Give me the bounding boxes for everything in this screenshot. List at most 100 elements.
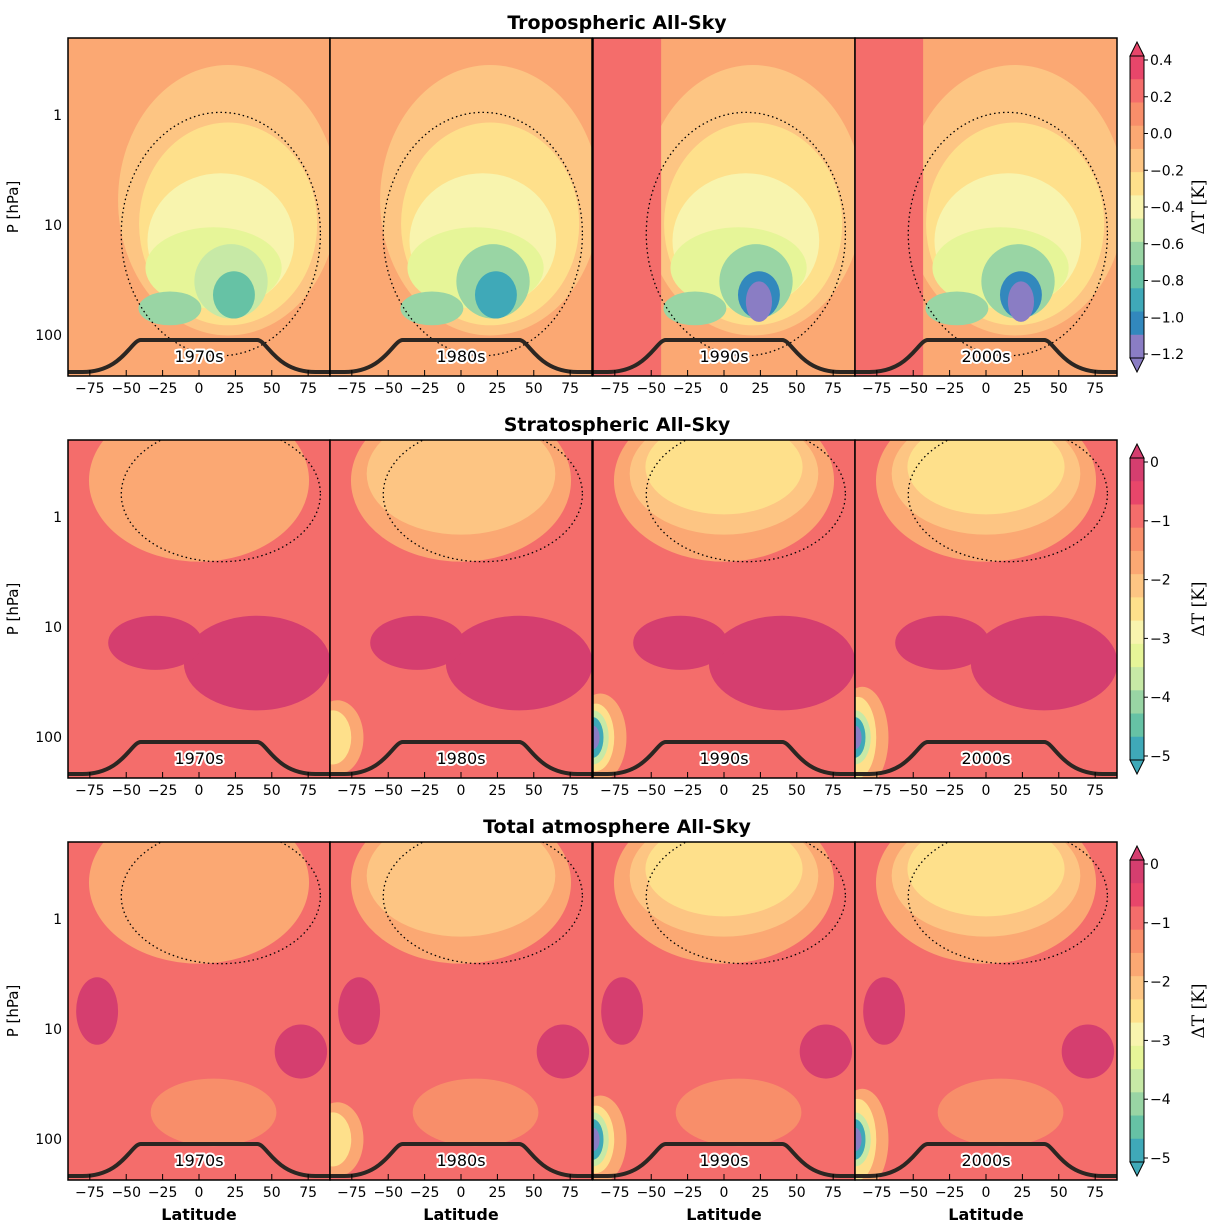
colorbar-segment	[1130, 952, 1144, 977]
colorbar-tick-label: −1.2	[1150, 347, 1184, 363]
field-level	[855, 1127, 862, 1152]
colorbar-tick-label: −3	[1150, 631, 1171, 647]
x-tick-label: −50	[373, 783, 403, 799]
panels: 1970s −75 −50 −25 0 25 50 75 1980s −75 −50 −25 0 25 50…	[67, 841, 1118, 1201]
x-tick-label: −75	[337, 381, 367, 397]
decade-label: 1990s	[699, 749, 748, 768]
field-level	[593, 1127, 600, 1152]
decade-label: 1980s	[436, 347, 485, 366]
colorbar-segment	[1130, 690, 1144, 715]
x-tick-label: −25	[410, 381, 440, 397]
field-level	[855, 725, 862, 750]
field-level	[645, 440, 803, 515]
field-band	[855, 38, 924, 376]
colorbar-segment	[1130, 172, 1144, 196]
y-ticks: 1 10 100	[35, 912, 62, 1148]
colorbar-segment	[1130, 148, 1144, 173]
y-ticks: 1 10 100	[35, 510, 62, 746]
colorbar-segment	[1130, 241, 1144, 266]
x-tick-label: −75	[862, 783, 892, 799]
decade-label: 1990s	[699, 347, 748, 366]
panel-2000s: 2000s −75 −50 −25 0 25 50 75	[854, 841, 1118, 1201]
decade-label: 1980s	[436, 749, 485, 768]
field-level	[474, 271, 517, 319]
x-tick-label: 25	[751, 381, 769, 397]
field-level	[925, 291, 989, 326]
x-tick-label: −75	[337, 1185, 367, 1201]
colorbar-tick-label: −0.4	[1150, 200, 1184, 216]
x-axis-label: Latitude	[686, 1205, 762, 1224]
dotted-contour	[645, 842, 847, 965]
x-tick-label: 0	[982, 783, 991, 799]
x-tick-label: 25	[1013, 381, 1031, 397]
heat-field	[593, 842, 855, 1180]
field-level	[663, 291, 727, 326]
colorbar-segment	[1130, 976, 1144, 1000]
colorbar-extend-bottom	[1129, 357, 1145, 374]
heat-field	[68, 440, 330, 778]
x-tick-label: −50	[898, 783, 928, 799]
heat-field	[855, 842, 1117, 1180]
field-level	[601, 977, 644, 1045]
x-tick-label: 0	[720, 381, 729, 397]
colorbar-segment	[1130, 1069, 1144, 1093]
colorbar-tick-label: −4	[1150, 1092, 1171, 1108]
field-level	[150, 1078, 277, 1147]
x-tick-label: 75	[561, 783, 579, 799]
x-tick-label: −50	[636, 381, 666, 397]
x-tick-label: 25	[488, 783, 506, 799]
y-tick-1: 1	[53, 912, 62, 928]
x-tick-label: −50	[111, 783, 141, 799]
dotted-contour	[382, 842, 584, 965]
decade-label: 1990s	[699, 1151, 748, 1170]
x-tick-label: 50	[1050, 783, 1068, 799]
decade-label: 2000s	[961, 1151, 1010, 1170]
x-tick-label: 50	[1050, 381, 1068, 397]
colorbar-frame	[1129, 457, 1145, 761]
colorbar-tick-label: 0.4	[1150, 53, 1172, 69]
x-tick-label: 75	[1086, 783, 1104, 799]
dotted-contour	[120, 842, 322, 965]
x-tick-label: −25	[673, 381, 703, 397]
x-tick-label: −50	[111, 381, 141, 397]
x-tick-label: −50	[898, 1185, 928, 1201]
y-tick-100: 100	[35, 328, 62, 344]
decade-label: 2000s	[961, 749, 1010, 768]
x-tick-label: −25	[673, 783, 703, 799]
field-level	[88, 842, 310, 964]
panel-1980s: 1980s −75 −50 −25 0 25 50 75	[329, 841, 593, 1201]
x-tick-label: 75	[299, 783, 317, 799]
x-tick-label: −75	[75, 1185, 105, 1201]
x-tick-label: −25	[935, 381, 965, 397]
x-tick-label: 0	[457, 1185, 466, 1201]
x-axis-labels: Latitude Latitude Latitude Latitude	[161, 1205, 1024, 1224]
colorbar-frame	[1129, 859, 1145, 1163]
field-band	[593, 38, 662, 376]
field-level	[907, 842, 1065, 917]
dotted-contour	[645, 440, 847, 563]
colorbar-segment	[1130, 218, 1144, 243]
colorbar-segment	[1130, 620, 1144, 645]
colorbar-tick-label: −0.6	[1150, 237, 1184, 253]
surface-curve	[330, 740, 592, 776]
x-tick-label: 75	[824, 1185, 842, 1201]
colorbar-segment	[1130, 860, 1144, 884]
y-tick-100: 100	[35, 730, 62, 746]
x-tick-label: −75	[75, 381, 105, 397]
surface-curve	[68, 740, 330, 776]
x-tick-label: −25	[935, 783, 965, 799]
row-title: Stratospheric All-Sky	[504, 414, 731, 436]
y-tick-100: 100	[35, 1132, 62, 1148]
colorbar-tick-label: −5	[1150, 1151, 1171, 1167]
colorbar-label: ΔT [K]	[1189, 984, 1209, 1039]
x-tick-label: 50	[788, 1185, 806, 1201]
colorbar-segment	[1130, 1138, 1144, 1163]
y-tick-1: 1	[53, 108, 62, 124]
colorbar-segment	[1130, 102, 1144, 127]
field-level	[330, 710, 352, 765]
x-tick-label: −25	[673, 1185, 703, 1201]
colorbar-segment	[1130, 1092, 1144, 1117]
panel-1980s: 1980s −75 −50 −25 0 25 50 75	[329, 439, 593, 799]
field-level	[274, 1024, 328, 1079]
row-total-atmosphere: Total atmosphere All-Sky P [hPa] 1 10 10…	[4, 816, 1209, 1224]
